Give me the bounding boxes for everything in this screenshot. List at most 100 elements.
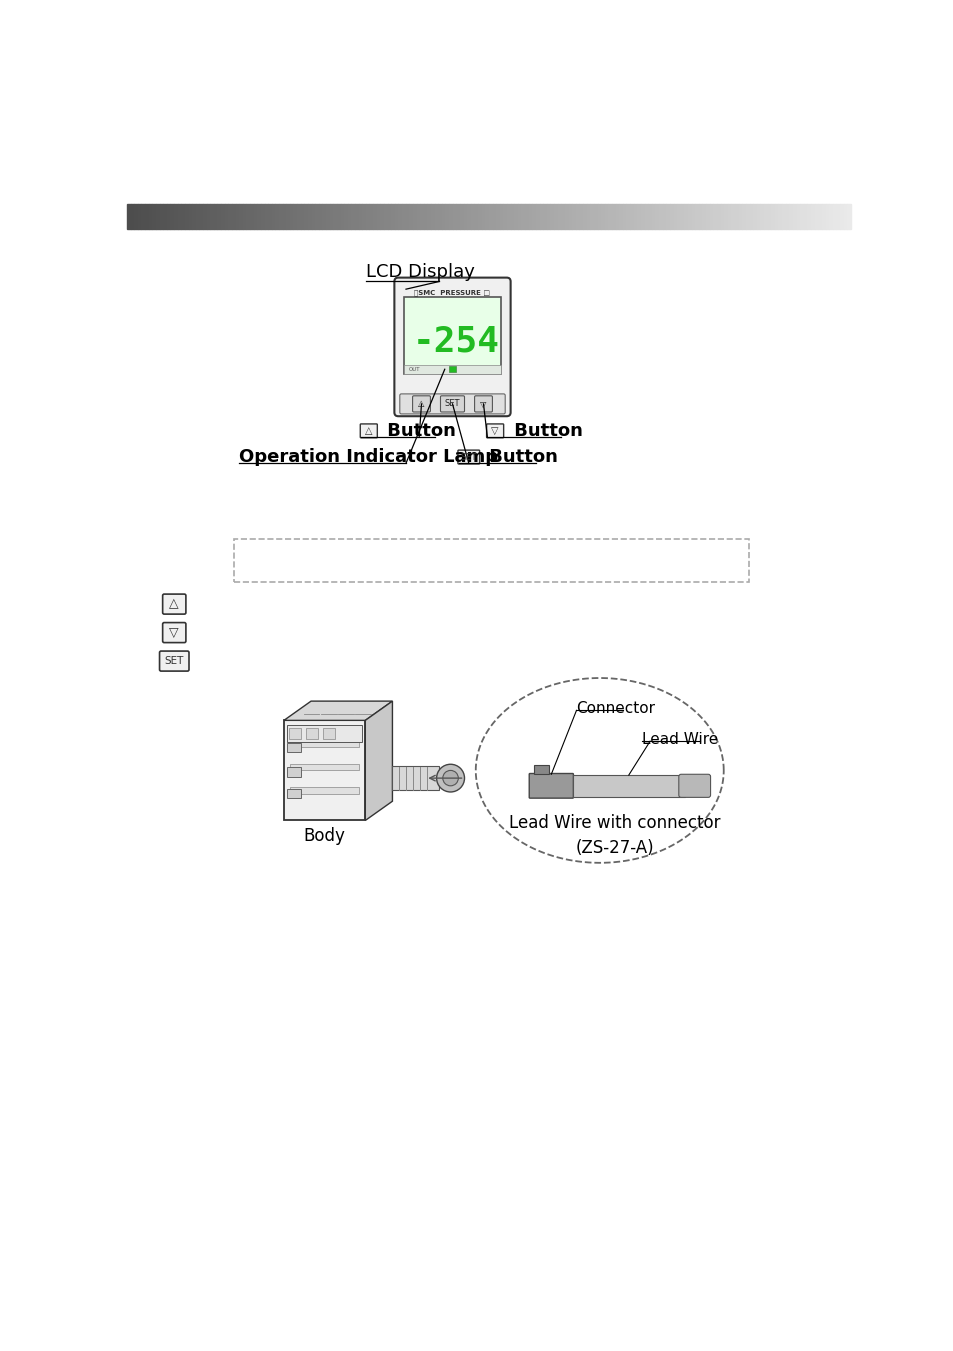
- Text: ▽: ▽: [491, 426, 498, 436]
- Bar: [594, 204, 597, 230]
- Bar: [673, 204, 677, 230]
- FancyBboxPatch shape: [486, 424, 503, 438]
- Bar: [691, 204, 695, 230]
- Bar: [792, 204, 796, 230]
- Bar: [217, 204, 221, 230]
- Bar: [243, 204, 246, 230]
- Bar: [745, 204, 749, 230]
- FancyBboxPatch shape: [412, 396, 430, 412]
- Bar: [344, 204, 348, 230]
- Bar: [260, 204, 264, 230]
- Bar: [738, 204, 741, 230]
- Bar: [419, 204, 423, 230]
- Bar: [333, 204, 336, 230]
- Bar: [409, 204, 413, 230]
- Bar: [532, 204, 536, 230]
- Bar: [340, 204, 344, 230]
- Bar: [445, 204, 449, 230]
- Text: ▽: ▽: [479, 400, 486, 408]
- Bar: [149, 204, 152, 230]
- Text: -254: -254: [413, 324, 499, 358]
- Bar: [741, 204, 745, 230]
- Bar: [348, 204, 351, 230]
- Bar: [290, 204, 294, 230]
- Bar: [568, 204, 572, 230]
- Bar: [290, 788, 358, 793]
- Bar: [177, 204, 181, 230]
- Bar: [695, 204, 699, 230]
- Bar: [366, 204, 369, 230]
- Bar: [637, 204, 640, 230]
- Bar: [264, 204, 268, 230]
- FancyBboxPatch shape: [162, 594, 186, 615]
- Bar: [832, 204, 836, 230]
- Bar: [287, 743, 301, 753]
- Bar: [810, 204, 814, 230]
- Bar: [836, 204, 839, 230]
- Bar: [225, 204, 228, 230]
- Bar: [453, 204, 456, 230]
- Bar: [554, 204, 558, 230]
- Bar: [272, 204, 275, 230]
- Bar: [534, 765, 549, 774]
- Bar: [687, 204, 691, 230]
- Bar: [763, 204, 767, 230]
- Bar: [203, 204, 207, 230]
- Bar: [287, 767, 301, 777]
- Bar: [828, 204, 832, 230]
- Bar: [720, 204, 723, 230]
- Text: Operation Indicator Lamp: Operation Indicator Lamp: [239, 449, 498, 466]
- Bar: [127, 204, 131, 230]
- Bar: [492, 204, 496, 230]
- Bar: [323, 728, 335, 739]
- Bar: [306, 728, 317, 739]
- Bar: [326, 204, 330, 230]
- Bar: [503, 204, 506, 230]
- Bar: [564, 204, 568, 230]
- Bar: [278, 204, 282, 230]
- Bar: [824, 204, 828, 230]
- Bar: [536, 204, 539, 230]
- Bar: [171, 204, 173, 230]
- Text: OUT: OUT: [408, 366, 419, 372]
- Bar: [213, 204, 217, 230]
- Bar: [578, 204, 582, 230]
- Bar: [312, 204, 314, 230]
- Bar: [796, 204, 800, 230]
- Bar: [173, 204, 177, 230]
- Bar: [391, 204, 395, 230]
- FancyBboxPatch shape: [529, 774, 573, 798]
- Bar: [221, 204, 225, 230]
- Bar: [362, 204, 366, 230]
- Bar: [485, 204, 488, 230]
- Bar: [275, 204, 278, 230]
- Bar: [510, 204, 514, 230]
- Text: ⓈSMC  PRESSURE □: ⓈSMC PRESSURE □: [414, 289, 490, 296]
- FancyBboxPatch shape: [162, 623, 186, 643]
- Bar: [181, 204, 185, 230]
- Bar: [253, 204, 257, 230]
- Bar: [423, 204, 427, 230]
- Text: Button: Button: [483, 449, 558, 466]
- Bar: [521, 204, 524, 230]
- Bar: [767, 204, 770, 230]
- Bar: [839, 204, 842, 230]
- Bar: [655, 204, 659, 230]
- Bar: [539, 204, 542, 230]
- Bar: [294, 204, 296, 230]
- Bar: [546, 204, 550, 230]
- Bar: [398, 204, 401, 230]
- Text: Lead Wire with connector
(ZS-27-A): Lead Wire with connector (ZS-27-A): [509, 815, 720, 858]
- Bar: [431, 204, 435, 230]
- Bar: [195, 204, 199, 230]
- Bar: [228, 204, 232, 230]
- Bar: [542, 204, 546, 230]
- Bar: [189, 204, 192, 230]
- Bar: [449, 204, 453, 230]
- Bar: [282, 204, 286, 230]
- Bar: [713, 204, 717, 230]
- FancyBboxPatch shape: [679, 774, 710, 797]
- Bar: [163, 204, 167, 230]
- Bar: [257, 204, 260, 230]
- Bar: [336, 204, 340, 230]
